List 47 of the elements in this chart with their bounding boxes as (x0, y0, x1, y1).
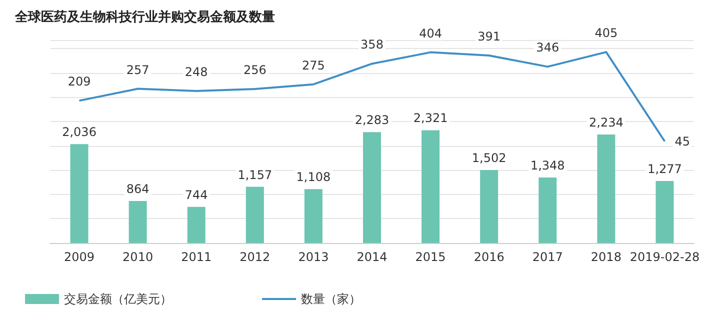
legend-label: 交易金额（亿美元） (64, 292, 172, 306)
data-label: 1,502 (472, 151, 506, 166)
bar (363, 132, 381, 243)
bar (128, 201, 147, 243)
bar (656, 180, 674, 243)
data-label: 2,234 (589, 115, 624, 130)
x-tick-label: 2014 (356, 250, 388, 264)
bar (304, 189, 322, 243)
bar (538, 178, 557, 243)
chart-title: 全球医药及生物科技行业并购交易金额及数量 (14, 9, 275, 25)
data-label: 1,277 (648, 162, 682, 176)
data-label: 2,283 (354, 113, 390, 128)
x-tick-label: 2012 (240, 250, 270, 264)
data-label: 391 (478, 30, 501, 44)
bar (597, 134, 616, 243)
data-label: 248 (184, 65, 208, 80)
data-label: 257 (126, 62, 150, 77)
x-tick-label: 2019-02-28 (630, 250, 700, 264)
data-label: 1,108 (296, 170, 331, 184)
bar (70, 144, 88, 243)
data-label: 404 (419, 26, 442, 40)
data-label: 1,157 (238, 168, 272, 182)
data-label: 2,036 (62, 125, 96, 140)
bar (246, 186, 264, 243)
data-label: 1,348 (530, 158, 565, 172)
x-tick-label: 2017 (532, 250, 563, 264)
x-tick-label: 2011 (181, 250, 212, 264)
data-label: 209 (68, 74, 91, 89)
data-label: 346 (536, 40, 560, 55)
data-label: 256 (243, 63, 266, 78)
data-label: 45 (674, 134, 690, 148)
x-tick-label: 2018 (590, 250, 622, 264)
bar (480, 170, 498, 243)
data-label: 744 (184, 188, 208, 202)
bar (422, 130, 440, 243)
x-tick-label: 2009 (64, 250, 95, 264)
data-label: 275 (302, 58, 325, 72)
data-label: 358 (360, 38, 384, 52)
data-label: 405 (594, 26, 618, 40)
x-tick-label: 2015 (415, 250, 446, 264)
data-label: 2,321 (413, 111, 448, 126)
x-tick-label: 2010 (122, 250, 154, 264)
x-tick-label: 2013 (298, 250, 329, 264)
legend-label: 数量（家） (301, 292, 361, 306)
x-tick-label: 2016 (474, 250, 504, 264)
bar (187, 206, 206, 243)
data-label: 864 (126, 182, 150, 196)
